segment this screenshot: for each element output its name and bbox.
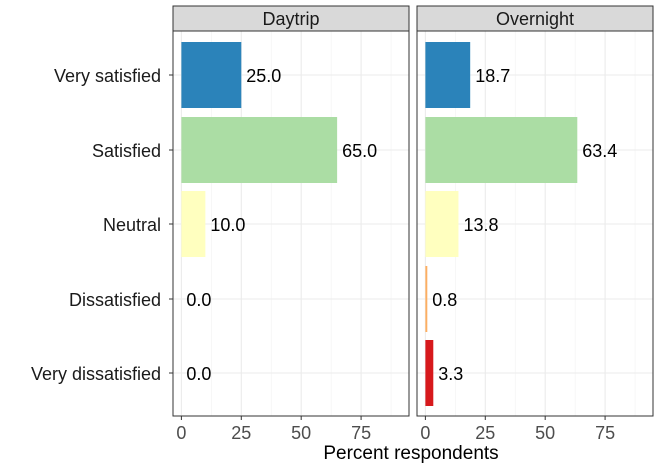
y-category-label: Satisfied [92,141,161,161]
bar [181,117,338,183]
facet-strip [416,5,654,32]
x-tick-label: 50 [535,423,555,443]
x-tick-label: 75 [595,423,615,443]
bar [425,340,434,406]
x-tick-label: 25 [231,423,251,443]
x-tick-label: 0 [176,423,186,443]
bar [425,266,428,332]
data-label: 18.7 [475,66,510,86]
data-label: 63.4 [582,141,617,161]
x-tick-label: 0 [420,423,430,443]
y-category-label: Very dissatisfied [31,364,161,384]
x-axis-title: Percent respondents [323,443,498,464]
y-category-label: Neutral [103,215,161,235]
x-tick-label: 75 [351,423,371,443]
x-tick-label: 50 [291,423,311,443]
data-label: 65.0 [342,141,377,161]
data-label: 10.0 [210,215,245,235]
data-label: 13.8 [463,215,498,235]
bar [425,117,578,183]
bar [181,191,206,257]
data-label: 0.8 [432,290,457,310]
bar [425,42,471,108]
facet-strip [172,5,410,32]
data-label: 0.0 [186,290,211,310]
y-category-label: Very satisfied [54,66,161,86]
data-label: 0.0 [186,364,211,384]
data-label: 3.3 [438,364,463,384]
bar [181,42,242,108]
y-category-label: Dissatisfied [69,290,161,310]
facet-strip-label: Overnight [496,9,574,29]
data-label: 25.0 [246,66,281,86]
facet-strip-label: Daytrip [262,9,319,29]
bar [425,191,459,257]
x-tick-label: 25 [475,423,495,443]
